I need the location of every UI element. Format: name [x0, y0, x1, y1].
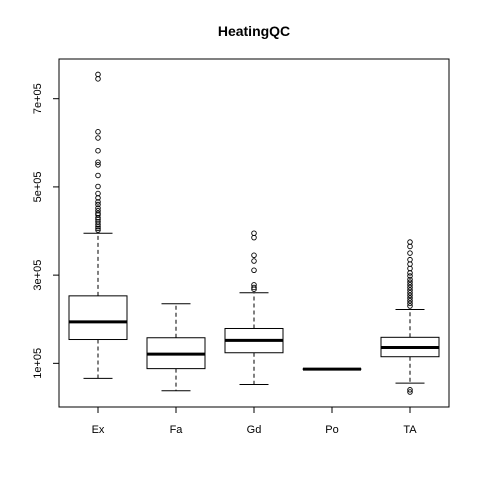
outlier-point — [407, 389, 413, 395]
x-tick-label: Fa — [170, 424, 184, 436]
x-tick-label: Po — [325, 424, 338, 436]
outlier-point — [95, 159, 101, 165]
outlier-point — [95, 223, 101, 230]
outlier-point — [407, 290, 413, 296]
outlier-point — [95, 195, 101, 201]
y-axis: 1e+05 3e+05 5e+05 7e+05 — [32, 83, 59, 379]
outlier-point — [95, 183, 101, 190]
outlier-point — [95, 215, 101, 221]
outlier-point — [251, 258, 257, 264]
box-group-ta — [380, 239, 440, 395]
y-tick-label: 7e+05 — [32, 83, 44, 114]
outlier-point — [95, 201, 101, 208]
outlier-point — [407, 279, 413, 285]
outlier-point — [95, 147, 101, 154]
x-tick-label: Ex — [92, 424, 105, 436]
x-axis: Ex Fa Gd Po TA — [92, 407, 417, 436]
outlier-point — [407, 273, 413, 279]
y-tick-label: 5e+05 — [32, 171, 44, 202]
outlier-point — [407, 287, 413, 293]
outlier-point — [251, 234, 257, 241]
outlier-point — [95, 129, 101, 135]
outlier-point — [407, 295, 413, 301]
outlier-point — [95, 221, 101, 228]
outlier-point — [407, 300, 413, 307]
outlier-point — [407, 292, 413, 299]
x-tick-label: Gd — [247, 424, 262, 436]
outlier-point — [407, 303, 413, 309]
outlier-point — [95, 205, 101, 211]
outlier-point — [407, 284, 413, 291]
boxes-layer — [68, 71, 440, 395]
outlier-point — [95, 76, 101, 82]
outlier-point — [95, 225, 101, 232]
box-group-fa — [146, 303, 206, 392]
outlier-point — [251, 252, 257, 259]
outlier-point — [95, 199, 101, 205]
outlier-point — [407, 276, 413, 283]
box-group-gd — [224, 230, 284, 386]
x-tick-label: TA — [403, 424, 417, 436]
outlier-point — [407, 250, 413, 256]
outlier-point — [95, 227, 101, 233]
outlier-point — [95, 135, 101, 141]
outlier-point — [407, 243, 413, 250]
y-tick-label: 3e+05 — [32, 260, 44, 291]
outlier-point — [407, 297, 413, 304]
outlier-point — [251, 267, 257, 274]
outlier-point — [407, 270, 413, 276]
iqr-box — [68, 295, 128, 341]
outlier-point — [251, 286, 257, 292]
y-tick-label: 1e+05 — [32, 348, 44, 379]
outlier-point — [407, 387, 413, 393]
outlier-point — [407, 282, 413, 288]
outlier-point — [251, 284, 257, 291]
outlier-point — [95, 162, 101, 168]
box-group-ex — [68, 71, 128, 379]
outlier-point — [95, 172, 101, 179]
chart-title: HeatingQC — [218, 23, 290, 39]
outlier-point — [95, 207, 101, 214]
